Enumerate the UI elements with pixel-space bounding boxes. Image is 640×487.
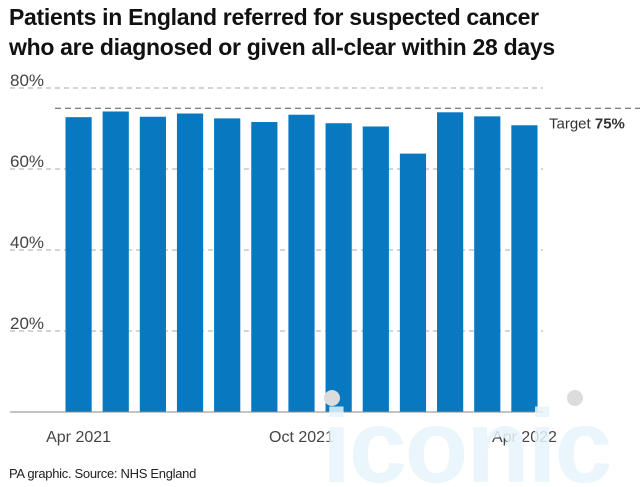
bar	[176, 113, 204, 412]
target-line-group: Target 75%	[55, 107, 640, 132]
target-label-value: 75%	[595, 115, 625, 132]
x-tick-label: Apr 2021	[46, 429, 111, 446]
x-axis-tick-labels: Apr 2021 Oct 2021 Apr 2022	[46, 429, 557, 446]
y-axis-tick-labels: 20% 40% 60% 80%	[10, 71, 44, 333]
y-tick-label: 80%	[10, 71, 44, 90]
x-tick-label: Oct 2021	[269, 429, 334, 446]
y-tick-label: 40%	[10, 233, 44, 252]
chart-title-line-1: Patients in England referred for suspect…	[9, 4, 539, 30]
bar	[102, 111, 129, 413]
x-tick-label: Apr 2022	[492, 429, 557, 446]
bar	[288, 114, 315, 412]
chart-title: Patients in England referred for suspect…	[9, 2, 634, 62]
target-label: Target 75%	[549, 115, 625, 132]
bar	[251, 122, 278, 413]
chart-title-line-2: who are diagnosed or given all-clear wit…	[9, 34, 555, 60]
bar	[437, 112, 464, 413]
bar	[325, 123, 352, 413]
target-label-text: Target	[549, 115, 595, 132]
bars	[65, 111, 538, 413]
y-tick-label: 20%	[10, 314, 44, 333]
bar	[474, 116, 501, 412]
y-tick-label: 60%	[10, 152, 44, 171]
bar	[362, 126, 389, 412]
bar	[399, 153, 427, 413]
bar	[139, 116, 166, 412]
bar	[511, 125, 538, 412]
bar	[65, 117, 92, 412]
source-note: PA graphic. Source: NHS England	[9, 466, 197, 481]
bar	[214, 118, 241, 412]
